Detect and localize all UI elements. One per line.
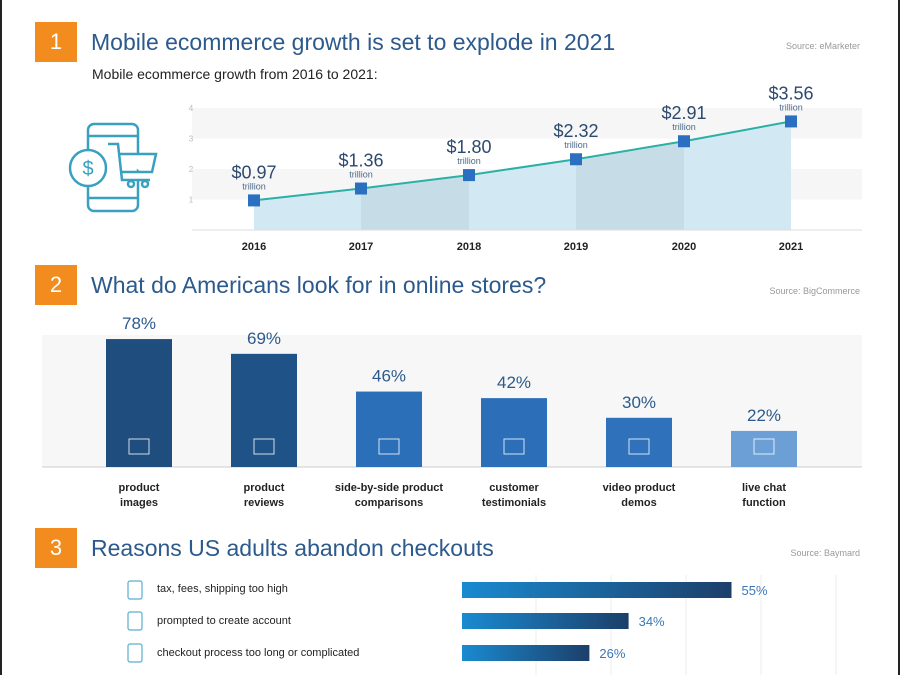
image-icon	[128, 438, 150, 455]
reason-label: checkout process too long or complicated	[157, 647, 360, 659]
x-tick-label: 2017	[349, 241, 373, 253]
section-3-source: Source: Baymard	[790, 548, 860, 558]
y-tick-label: 1	[189, 196, 194, 205]
data-label: $1.36	[338, 151, 383, 171]
data-label: $2.32	[553, 121, 598, 141]
unit-label: trillion	[672, 122, 696, 132]
section-2-number: 2	[35, 265, 77, 305]
data-label: $2.91	[661, 103, 706, 123]
data-point	[463, 169, 475, 182]
tax-receipt-icon	[127, 580, 143, 600]
reason-label: tax, fees, shipping too high	[157, 583, 288, 595]
bar-value-label: 46%	[372, 367, 406, 386]
series-line	[253, 120, 792, 202]
unit-label: trillion	[242, 181, 266, 191]
area-segment	[469, 159, 576, 230]
flowchart-icon	[127, 643, 143, 663]
data-point	[355, 182, 367, 195]
account-icon	[127, 611, 143, 631]
unit-label: trillion	[349, 170, 373, 180]
category-label: video product	[603, 482, 676, 494]
video-icon	[628, 438, 650, 455]
x-tick-label: 2019	[564, 241, 588, 253]
unit-label: trillion	[779, 102, 803, 112]
reason-label: prompted to create account	[157, 615, 291, 627]
section-1-title: Mobile ecommerce growth is set to explod…	[91, 29, 616, 55]
unit-label: trillion	[457, 156, 481, 166]
bar	[731, 430, 797, 467]
comparison-icon	[378, 438, 400, 455]
section-2-source: Source: BigCommerce	[769, 286, 860, 296]
bar	[356, 391, 422, 467]
area-segment	[576, 141, 684, 230]
bar-value-label: 69%	[247, 329, 281, 348]
data-label: $3.56	[768, 83, 813, 103]
y-tick-label: 2	[189, 165, 194, 174]
category-label: reviews	[244, 497, 284, 509]
x-tick-label: 2020	[672, 241, 696, 253]
svg-text:$: $	[82, 158, 93, 180]
category-label: side-by-side product	[335, 482, 444, 494]
section-3-number: 3	[35, 528, 77, 568]
data-point	[570, 153, 582, 166]
category-label: images	[120, 497, 158, 509]
data-label: $1.80	[446, 137, 491, 157]
bar-value-label: 22%	[747, 406, 781, 425]
category-label: function	[742, 497, 786, 509]
category-label: customer	[489, 482, 539, 494]
mobile-commerce-icon: $	[68, 122, 158, 213]
y-tick-label: 4	[189, 104, 194, 113]
section-1-subtitle: Mobile ecommerce growth from 2016 to 202…	[92, 66, 378, 82]
bar	[462, 645, 590, 661]
area-segment	[684, 121, 791, 230]
category-label: live chat	[742, 482, 786, 494]
category-label: product	[119, 482, 160, 494]
bar	[462, 613, 629, 629]
bar-value-label: 55%	[742, 583, 768, 598]
category-label: testimonials	[482, 497, 546, 509]
section-2-title: What do Americans look for in online sto…	[91, 272, 547, 298]
area-segment	[361, 175, 469, 230]
data-label: $0.97	[231, 162, 276, 182]
data-point	[248, 194, 260, 207]
bar-value-label: 78%	[122, 314, 156, 333]
category-label: comparisons	[355, 497, 423, 509]
bar	[481, 398, 547, 467]
bar-value-label: 26%	[599, 646, 625, 661]
section-1-number: 1	[35, 22, 77, 62]
chart-background	[42, 335, 862, 467]
bar-value-label: 42%	[497, 373, 531, 392]
category-label: demos	[621, 497, 656, 509]
section-3-title: Reasons US adults abandon checkouts	[91, 535, 494, 561]
x-tick-label: 2018	[457, 241, 481, 253]
review-bubble-icon	[253, 438, 275, 455]
data-point	[678, 135, 690, 148]
y-tick-label: 3	[189, 135, 194, 144]
category-label: product	[244, 482, 285, 494]
bar	[106, 339, 172, 467]
bar-value-label: 34%	[639, 614, 665, 629]
chat-icon	[753, 438, 775, 455]
testimonial-icon	[503, 438, 525, 455]
area-segment	[254, 188, 361, 230]
data-point	[785, 115, 797, 128]
bar	[606, 417, 672, 467]
section-1-source: Source: eMarketer	[785, 41, 860, 51]
unit-label: trillion	[564, 140, 588, 150]
bar-value-label: 30%	[622, 393, 656, 412]
x-tick-label: 2016	[242, 241, 266, 253]
bar	[231, 353, 297, 467]
bar	[462, 582, 732, 598]
x-tick-label: 2021	[779, 241, 803, 253]
